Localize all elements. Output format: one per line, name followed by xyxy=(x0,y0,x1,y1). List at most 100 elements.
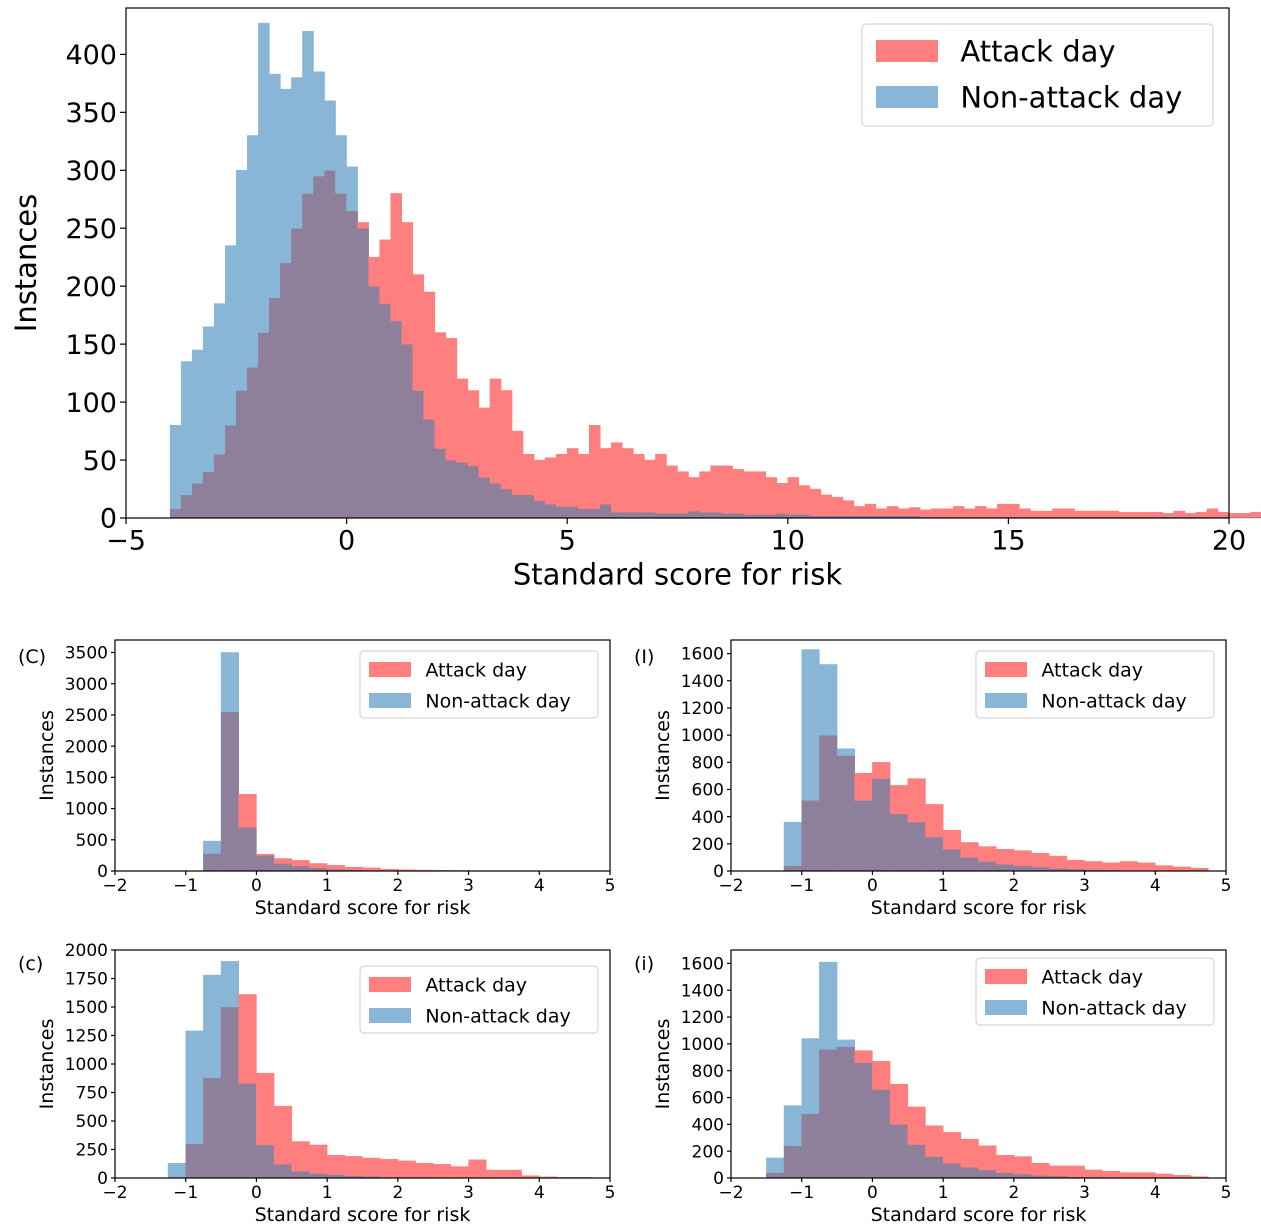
overlap-bar xyxy=(247,367,259,519)
attack-day-bar xyxy=(1084,1169,1103,1178)
non-attack-day-bar xyxy=(213,303,226,455)
overlap-bar xyxy=(801,800,820,872)
legend-box xyxy=(975,650,1215,719)
panel-label: (i) xyxy=(634,953,654,975)
x-tick-label: 0 xyxy=(867,876,878,896)
attack-day-bar xyxy=(1063,508,1075,518)
overlap-bar xyxy=(907,821,926,872)
overlap-bar xyxy=(368,285,380,519)
overlap-bar xyxy=(324,170,336,519)
overlap-bar xyxy=(925,1156,944,1179)
attack-day-bar xyxy=(1118,511,1130,518)
overlap-bar xyxy=(489,482,502,519)
x-tick-label: −1 xyxy=(789,1183,814,1203)
y-tick-label: 1000 xyxy=(65,800,108,820)
x-tick-label: 5 xyxy=(605,876,616,896)
axes-frame xyxy=(114,639,611,872)
x-tick-label: 2 xyxy=(1008,876,1019,896)
y-tick-label: 1750 xyxy=(65,970,108,990)
legend-swatch-non-attack xyxy=(985,1000,1027,1015)
attack-day-bar xyxy=(1074,510,1086,518)
overlap-bar xyxy=(478,477,491,519)
overlap-bar xyxy=(622,511,634,519)
x-tick-label: 2 xyxy=(392,876,403,896)
legend-label: Non-attack day xyxy=(1041,997,1186,1019)
legend-label: Non-attack day xyxy=(960,80,1182,114)
attack-day-bar xyxy=(423,291,436,420)
attack-day-bar xyxy=(1119,861,1138,871)
bars xyxy=(167,961,593,1179)
x-axis-label: Standard score for risk xyxy=(871,1204,1087,1226)
attack-day-bar xyxy=(942,1132,962,1164)
overlap-bar xyxy=(995,863,1015,872)
attack-day-bar xyxy=(1013,850,1032,866)
overlap-bar xyxy=(589,508,601,519)
attack-day-bar xyxy=(1102,1171,1121,1178)
x-tick-label: 2 xyxy=(1008,1183,1019,1203)
attack-day-bar xyxy=(872,762,891,779)
attack-day-bar xyxy=(256,1072,275,1146)
attack-day-bar xyxy=(456,378,469,463)
legend-label: Attack day xyxy=(1041,966,1143,988)
attack-day-bar xyxy=(273,858,293,864)
non-attack-day-bar xyxy=(783,1105,802,1147)
x-tick-label: −2 xyxy=(102,876,127,896)
attack-day-bar xyxy=(872,1061,891,1090)
x-tick-label: 2 xyxy=(392,1183,403,1203)
attack-day-bar xyxy=(820,494,833,516)
overlap-bar xyxy=(710,511,722,519)
non-attack-day-bar xyxy=(819,664,838,736)
attack-day-bar xyxy=(1031,1162,1050,1176)
overlap-bar xyxy=(688,510,700,519)
attack-day-bar xyxy=(445,338,458,461)
y-tick-label: 0 xyxy=(100,504,117,535)
histogram-panel-2: −2 −1 0 1 2 3 4 5 0 200 400 600 800 1000 1200 1400 1600 S… xyxy=(634,639,1232,919)
attack-day-bar xyxy=(699,471,711,513)
y-axis-label: Instances xyxy=(36,710,58,801)
x-tick-label: −1 xyxy=(173,1183,198,1203)
overlap-bar xyxy=(511,494,524,519)
attack-day-bar xyxy=(889,785,909,815)
overlap-bar xyxy=(783,865,802,872)
attack-day-bar xyxy=(291,1141,310,1172)
attack-day-bar xyxy=(997,503,1009,518)
attack-day-bar xyxy=(379,239,391,304)
attack-day-bar xyxy=(589,425,601,509)
attack-day-bar xyxy=(1206,508,1219,518)
attack-day-bar xyxy=(468,1159,487,1178)
overlap-bar xyxy=(942,1162,962,1179)
x-tick-label: −1 xyxy=(173,876,198,896)
overlap-bar xyxy=(309,1173,328,1179)
attack-day-bar xyxy=(1239,513,1252,518)
overlap-bar xyxy=(273,1164,293,1179)
overlap-bar xyxy=(291,227,303,519)
overlap-bar xyxy=(202,471,215,519)
attack-day-bar xyxy=(622,448,634,513)
attack-day-bar xyxy=(953,506,965,518)
x-axis-label: Standard score for risk xyxy=(871,897,1087,919)
y-tick-label: 800 xyxy=(692,753,724,773)
overlap-bar xyxy=(434,448,447,519)
attack-day-bar xyxy=(238,994,257,1084)
y-axis-label: Instances xyxy=(9,194,43,332)
histogram-panel-0: −5 0 5 10 15 20050100150200250300350400Standa… xyxy=(9,7,1261,591)
attack-day-bar xyxy=(238,793,257,828)
legend: Attack day Non-attack day xyxy=(359,650,599,719)
attack-day-bar xyxy=(787,477,800,515)
attack-day-bar xyxy=(1066,1165,1085,1177)
overlap-bar xyxy=(533,500,546,519)
overlap-bar xyxy=(390,320,403,519)
x-tick-label: 5 xyxy=(1221,876,1232,896)
bars xyxy=(169,22,1261,519)
legend: Attack day Non-attack day xyxy=(359,965,599,1034)
attack-day-bar xyxy=(677,471,689,514)
attack-day-bar xyxy=(511,430,524,496)
legend-label: Non-attack day xyxy=(425,1005,570,1027)
overlap-bar xyxy=(732,513,744,519)
legend: Attack day Non-attack day xyxy=(975,957,1215,1026)
non-attack-day-bar xyxy=(220,652,239,713)
attack-day-bar xyxy=(390,193,403,322)
x-axis-label: Standard score for risk xyxy=(513,557,842,591)
attack-day-bar xyxy=(500,390,513,490)
x-tick-label: 0 xyxy=(251,1183,262,1203)
